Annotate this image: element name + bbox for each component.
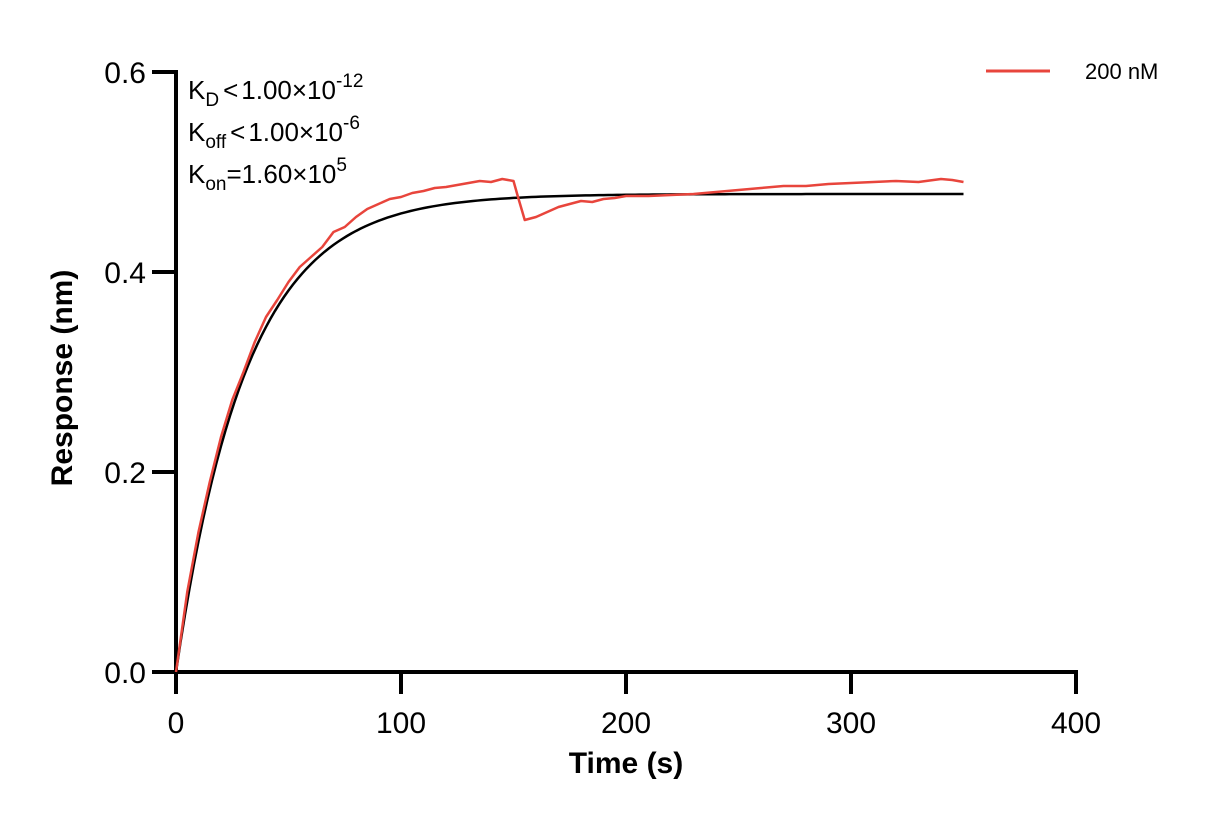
y-tick-label: 0.2 [104, 457, 146, 490]
kd-annotation: KD <1.00×10-12 [188, 71, 363, 111]
legend: 200 nM [986, 59, 1158, 84]
x-tick-label: 200 [601, 707, 651, 740]
koff-annotation: Koff <1.00×10-6 [188, 113, 360, 153]
fit-curve [174, 192, 964, 673]
x-axis-title: Time (s) [569, 747, 683, 780]
y-tick-label: 0.0 [104, 657, 146, 690]
y-tick-label: 0.4 [104, 257, 146, 290]
kinetics-annotations: KD <1.00×10-12 Koff <1.00×10-6 Kon=1.60×10… [188, 71, 363, 195]
series-line-200nm [174, 177, 964, 673]
y-axis-title: Response (nm) [46, 270, 79, 487]
x-tick-label: 0 [168, 707, 185, 740]
y-tick-label: 0.6 [104, 57, 146, 90]
ticks: 0 100 200 300 400 0.0 0.2 0.4 0.6 [104, 57, 1101, 740]
series-layer [174, 177, 964, 673]
kon-annotation: Kon=1.60×105 [188, 155, 347, 195]
x-tick-label: 300 [826, 707, 876, 740]
x-tick-label: 100 [376, 707, 426, 740]
x-tick-label: 400 [1051, 707, 1101, 740]
legend-label-200nm: 200 nM [1085, 59, 1158, 84]
